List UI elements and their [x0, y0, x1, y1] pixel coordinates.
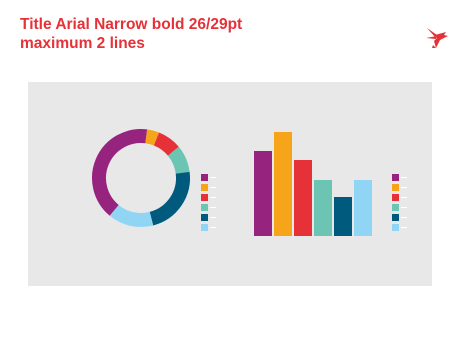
donut-slice-3 [153, 132, 179, 157]
donut-slice-1 [92, 129, 148, 216]
page-title: Title Arial Narrow bold 26/29pt maximum … [20, 15, 340, 53]
donut-slice-2 [145, 129, 160, 146]
bar-legend-label-placeholder-2 [401, 187, 407, 188]
bar-legend-label-placeholder-3 [401, 197, 407, 198]
donut-legend-swatch-2 [201, 184, 208, 191]
bar-chart [254, 132, 372, 236]
bar-legend-swatch-5 [392, 214, 399, 221]
donut-slice-6 [109, 204, 154, 227]
donut-legend-label-placeholder-3 [210, 197, 216, 198]
bar-2 [274, 132, 292, 236]
bar-1 [254, 151, 272, 236]
donut-legend-label-placeholder-6 [210, 227, 216, 228]
bar-legend-label-placeholder-4 [401, 207, 407, 208]
donut-legend-swatch-3 [201, 194, 208, 201]
bar-3 [294, 160, 312, 236]
donut-legend-label-placeholder-1 [210, 177, 216, 178]
bar-legend-swatch-3 [392, 194, 399, 201]
donut-slice-4 [167, 146, 190, 174]
donut-legend-label-placeholder-5 [210, 217, 216, 218]
donut-legend-swatch-6 [201, 224, 208, 231]
donut-legend [201, 174, 216, 231]
bar-legend-swatch-4 [392, 204, 399, 211]
bar-4 [314, 180, 332, 236]
donut-slice-5 [149, 171, 190, 226]
donut-legend-swatch-4 [201, 204, 208, 211]
bar-legend [392, 174, 407, 231]
donut-legend-swatch-1 [201, 174, 208, 181]
bar-legend-swatch-1 [392, 174, 399, 181]
donut-chart [92, 129, 190, 227]
bar-legend-swatch-6 [392, 224, 399, 231]
bar-legend-label-placeholder-1 [401, 177, 407, 178]
bar-legend-label-placeholder-6 [401, 227, 407, 228]
donut-legend-label-placeholder-2 [210, 187, 216, 188]
donut-legend-label-placeholder-4 [210, 207, 216, 208]
chart-panel [28, 82, 432, 286]
title-line-2: maximum 2 lines [20, 35, 145, 52]
bar-legend-swatch-2 [392, 184, 399, 191]
title-line-1: Title Arial Narrow bold 26/29pt [20, 16, 243, 33]
charts-canvas [92, 129, 407, 236]
donut-legend-swatch-5 [201, 214, 208, 221]
bar-6 [354, 180, 372, 236]
bar-legend-label-placeholder-5 [401, 217, 407, 218]
bird-logo-icon [426, 28, 448, 48]
bar-5 [334, 197, 352, 236]
